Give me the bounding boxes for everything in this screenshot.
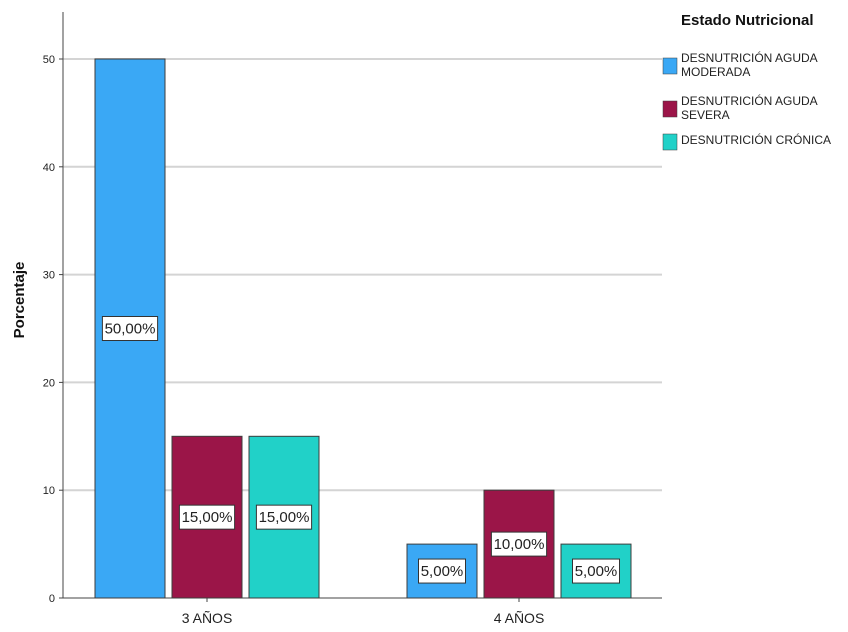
legend-title: Estado Nutricional <box>681 12 814 29</box>
data-label: 15,00% <box>182 509 233 526</box>
data-label: 5,00% <box>575 563 618 580</box>
y-tick-label: 10 <box>43 485 55 497</box>
y-tick-label: 30 <box>43 270 55 282</box>
x-tick-label: 3 AÑOS <box>182 610 233 626</box>
legend-label: MODERADA <box>681 65 750 79</box>
data-label: 15,00% <box>259 509 310 526</box>
data-label-box <box>572 558 620 584</box>
data-label-box <box>255 504 313 530</box>
data-label-box <box>101 316 159 341</box>
legend-label: DESNUTRICIÓN AGUDA <box>681 50 818 65</box>
data-label: 10,00% <box>494 536 545 553</box>
data-label: 5,00% <box>421 563 464 580</box>
legend: Estado Nutricional DESNUTRICIÓN AGUDAMOD… <box>662 12 831 151</box>
data-label: 50,00% <box>105 321 156 338</box>
data-label-box <box>178 504 236 530</box>
y-tick-label: 0 <box>49 593 55 605</box>
y-tick-label: 50 <box>43 54 55 66</box>
legend-swatch <box>662 133 678 151</box>
data-labels: 50,00% 15,00% 15,00% 5,00% 10,00% 5,00% <box>101 316 620 584</box>
data-label-box <box>490 531 548 557</box>
legend-swatch <box>662 100 678 118</box>
y-axis-label: Porcentaje <box>11 262 28 339</box>
bars <box>94 58 632 599</box>
y-tick-label: 40 <box>43 162 55 174</box>
legend-swatch <box>662 57 678 75</box>
data-label-box <box>418 558 466 584</box>
x-tick-label: 4 AÑOS <box>494 610 545 626</box>
legend-label: DESNUTRICIÓN CRÓNICA <box>681 132 831 147</box>
y-tick-label: 20 <box>43 377 55 389</box>
legend-label: SEVERA <box>681 108 730 122</box>
x-tick-labels: 3 AÑOS 4 AÑOS <box>182 598 545 626</box>
legend-label: DESNUTRICIÓN AGUDA <box>681 93 818 108</box>
y-ticks: 0 10 20 30 40 50 <box>43 54 63 605</box>
